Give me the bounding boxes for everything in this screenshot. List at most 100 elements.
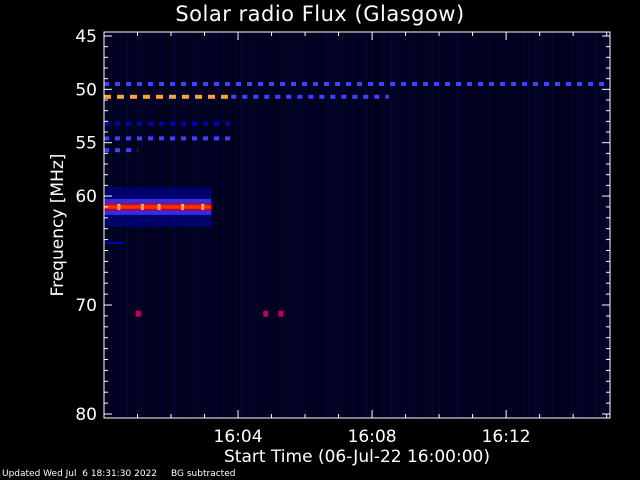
band-segment [159, 136, 164, 141]
noise-stripe [537, 32, 539, 418]
band-segment [148, 136, 153, 141]
noise-stripe [459, 32, 461, 418]
noise-stripe [588, 32, 590, 418]
noise-stripe [489, 32, 491, 418]
band-segment [478, 82, 483, 86]
noise-stripe [600, 32, 602, 418]
noise-stripe [414, 32, 416, 418]
band-segment [412, 82, 417, 86]
y-axis-label: Frequency [MHz] [48, 154, 68, 297]
noise-stripe [558, 32, 560, 418]
interference-line-53 [104, 121, 230, 126]
noise-stripe [450, 32, 452, 418]
band-segment [247, 82, 252, 86]
noise-stripe [474, 32, 476, 418]
noise-stripe [255, 32, 257, 418]
noise-stripe [438, 32, 440, 418]
noise-stripe [249, 32, 251, 418]
noise-stripe [390, 32, 392, 418]
band-segment [214, 82, 219, 86]
spectral-features [104, 82, 604, 317]
band-hotspot [201, 203, 205, 210]
x-tick-label: 16:08 [348, 427, 397, 447]
interference-line-51b [231, 94, 389, 99]
band-segment [117, 94, 124, 99]
band-segment [511, 82, 516, 86]
band-segment [275, 94, 281, 99]
band-segment [264, 94, 270, 99]
noise-stripe [288, 32, 290, 418]
band-segment [170, 82, 175, 86]
noise-stripe [384, 32, 386, 418]
noise-stripe [360, 32, 362, 418]
noise-stripe [561, 32, 563, 418]
y-tick-label: 60 [75, 187, 97, 207]
y-axis: 45 50 55 60 70 80 [75, 27, 610, 425]
noise-stripe [468, 32, 470, 418]
noise-stripe [570, 32, 572, 418]
band-segment [313, 82, 318, 86]
band-segment [368, 82, 373, 86]
noise-stripe [351, 32, 353, 418]
noise-stripe [591, 32, 593, 418]
noise-stripe [327, 32, 329, 418]
interference-line-50 [104, 82, 604, 86]
noise-stripe [423, 32, 425, 418]
noise-stripe [426, 32, 428, 418]
noise-stripe [513, 32, 515, 418]
x-tick-label: 16:04 [214, 427, 263, 447]
band-segment [192, 136, 197, 141]
noise-stripe [477, 32, 479, 418]
noise-stripe [444, 32, 446, 418]
noise-stripe [276, 32, 278, 418]
spot-71b [263, 310, 269, 317]
noise-stripe [585, 32, 587, 418]
signal-band-64 [104, 241, 125, 244]
noise-stripe [222, 32, 224, 418]
interference-line-56 [104, 148, 138, 153]
noise-stripe [396, 32, 398, 418]
band-segment [423, 82, 428, 86]
band-segment [544, 82, 549, 86]
band-segment [286, 94, 292, 99]
noise-stripe [594, 32, 596, 418]
band-segment [214, 136, 219, 141]
spot-mark [263, 310, 269, 317]
band-segment [126, 121, 131, 126]
noise-stripe [243, 32, 245, 418]
band-segment [357, 82, 362, 86]
band-segment [434, 82, 439, 86]
noise-stripe [312, 32, 314, 418]
band-segment [203, 82, 208, 86]
noise-stripe [402, 32, 404, 418]
y-tick-label: 50 [75, 80, 97, 100]
noise-stripe [576, 32, 578, 418]
plot-frame [103, 31, 611, 419]
noise-stripe [606, 32, 608, 418]
band-hotspot [157, 203, 161, 210]
band-segment [379, 82, 384, 86]
noise-stripe [552, 32, 554, 418]
noise-stripe [429, 32, 431, 418]
noise-stripe [546, 32, 548, 418]
noise-stripe [237, 32, 239, 418]
noise-stripe [387, 32, 389, 418]
band-segment [324, 82, 329, 86]
noise-stripe [579, 32, 581, 418]
band-segment [126, 148, 131, 153]
noise-stripe [531, 32, 533, 418]
band-segment [401, 82, 406, 86]
band-segment [352, 94, 358, 99]
noise-stripe [597, 32, 599, 418]
noise-stripe [345, 32, 347, 418]
chart-title: Solar radio Flux (Glasgow) [175, 2, 465, 26]
noise-stripe [342, 32, 344, 418]
interference-line-55 [104, 136, 230, 141]
band-segment [115, 136, 120, 141]
noise-stripe [381, 32, 383, 418]
noise-stripe [483, 32, 485, 418]
x-axis: 16:04 16:08 16:12 [137, 32, 608, 447]
band-segment [308, 94, 314, 99]
noise-stripe [399, 32, 401, 418]
band-hotspot [181, 203, 185, 210]
